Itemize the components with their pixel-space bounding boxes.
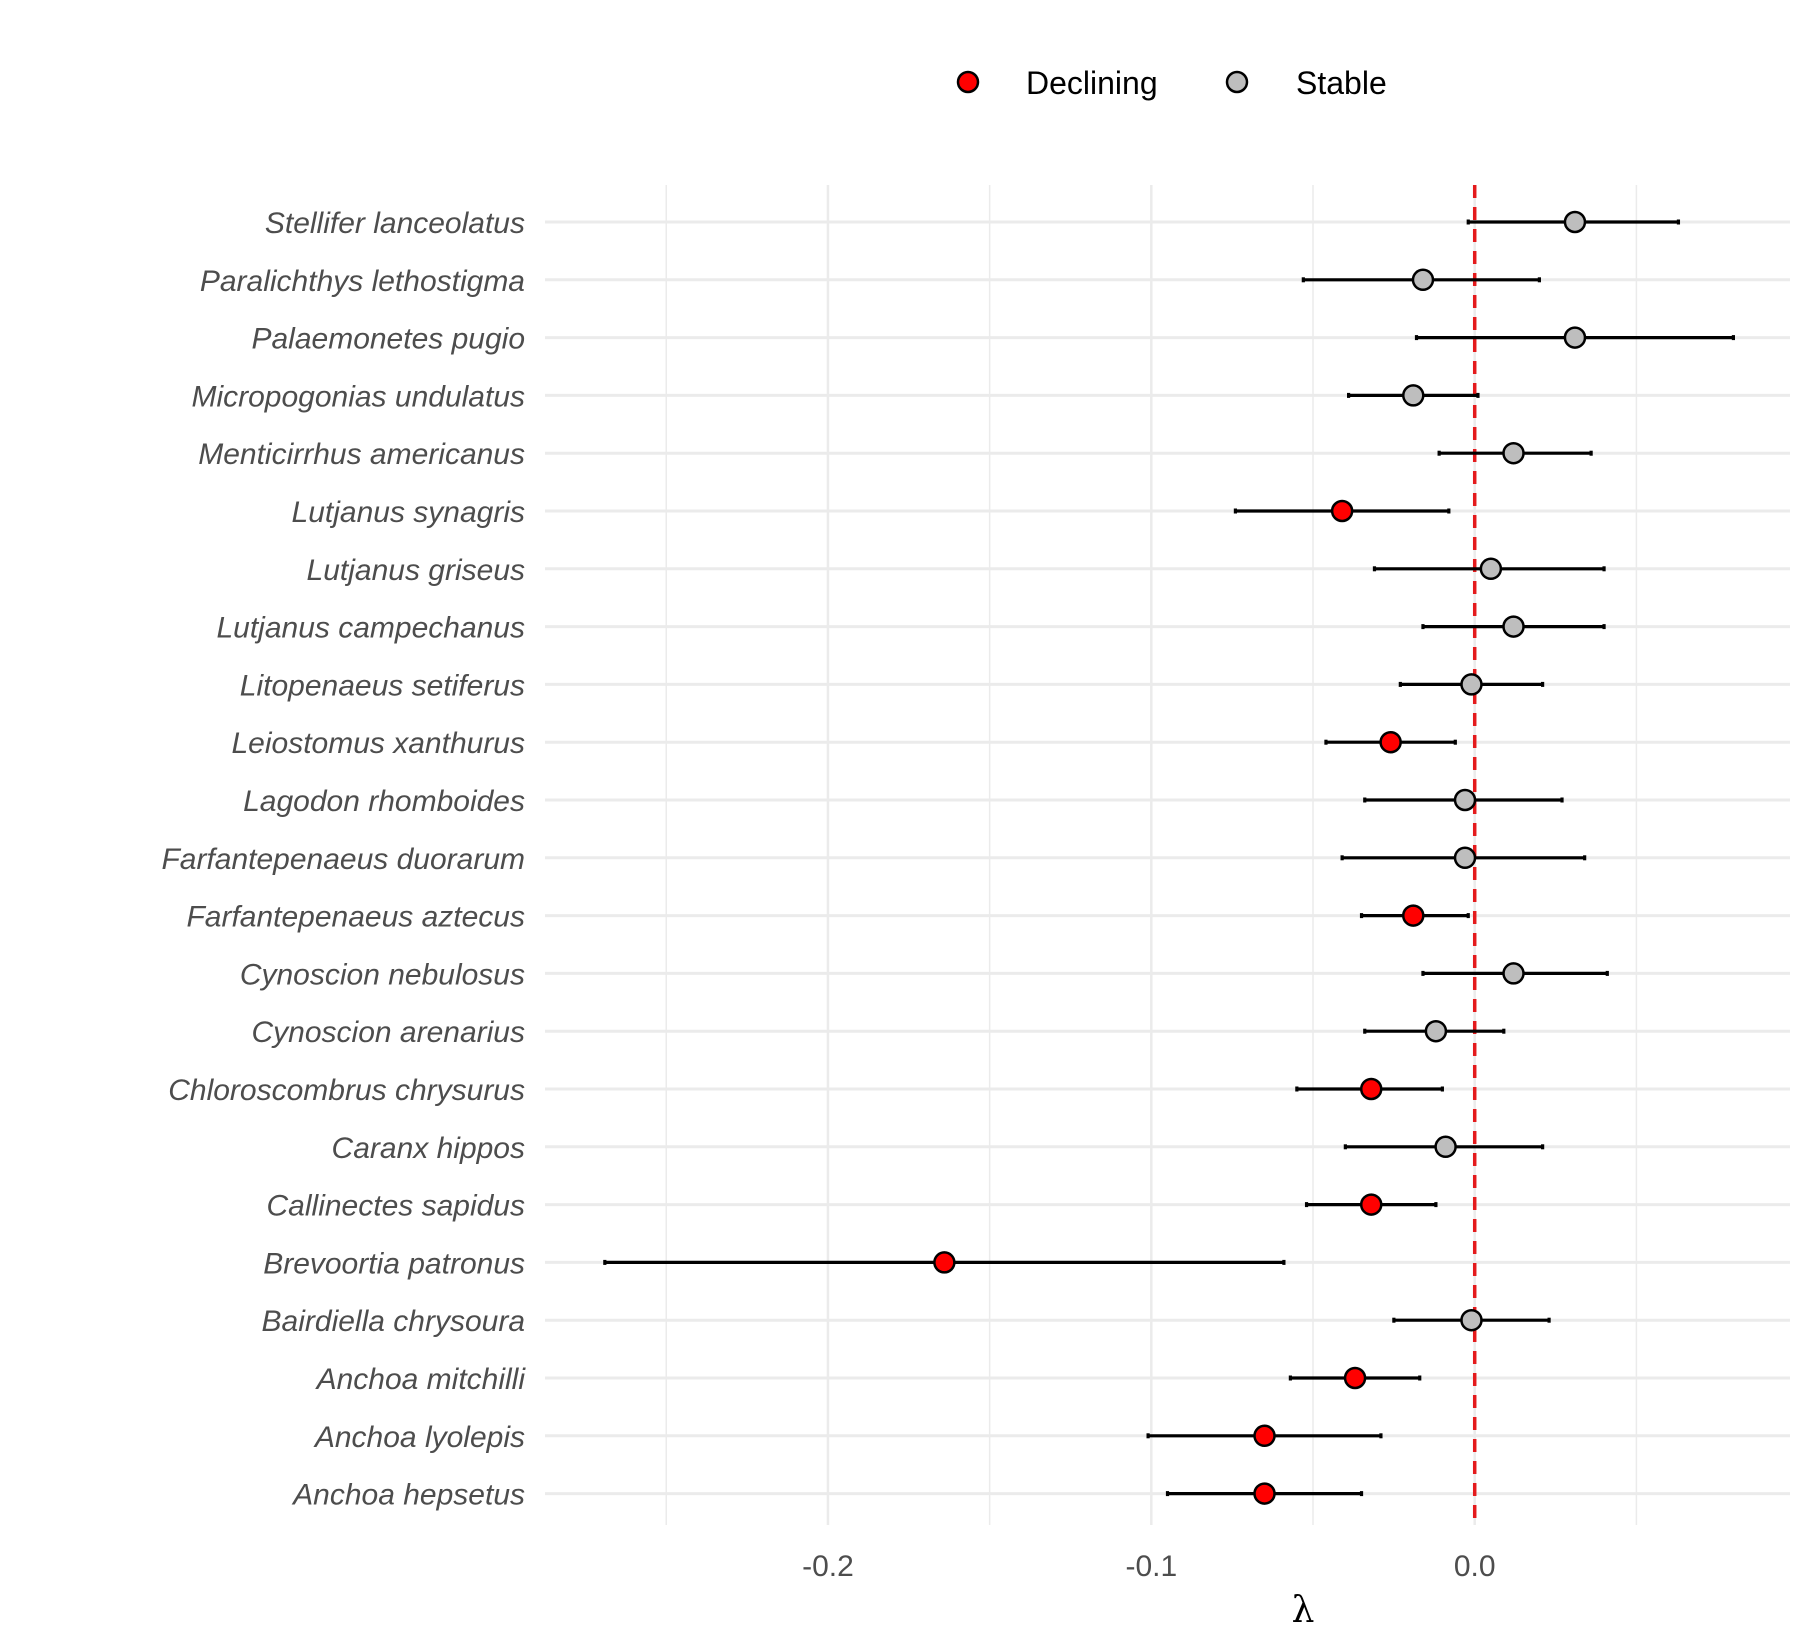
- y-tick-label-caranx-hippos: Caranx hippos: [332, 1132, 525, 1165]
- y-tick-label-lutjanus-campechanus: Lutjanus campechanus: [216, 612, 525, 645]
- point-palaemonetes-pugio: [1563, 326, 1587, 349]
- grid-minor: [665, 185, 1638, 1525]
- x-axis-tick-labels: -0.2 -0.1 0.0: [802, 1550, 1495, 1583]
- point-cynoscion-nebulosus: [1502, 962, 1525, 985]
- y-axis-tick-labels: Stellifer lanceolatus Paralichthys lethos…: [161, 207, 526, 1512]
- y-tick-label-cynoscion-arenarius: Cynoscion arenarius: [252, 1016, 525, 1049]
- legend: Declining Stable: [956, 65, 1387, 101]
- x-tick-label: -0.1: [1125, 1550, 1177, 1583]
- x-axis-title: λ: [1292, 1590, 1315, 1631]
- point-leiostomus-xanthurus: [1379, 730, 1402, 754]
- y-tick-label-litopenaeus-setiferus: Litopenaeus setiferus: [240, 669, 525, 702]
- y-tick-label-anchoa-lyolepis: Anchoa lyolepis: [313, 1421, 525, 1454]
- y-tick-label-lutjanus-griseus: Lutjanus griseus: [307, 554, 525, 587]
- y-tick-label-farfantepenaeus-duorarum: Farfantepenaeus duorarum: [161, 843, 525, 876]
- point-lagodon-rhomboides: [1453, 788, 1477, 812]
- y-tick-label-brevoortia-patronus: Brevoortia patronus: [263, 1247, 525, 1280]
- y-tick-label-menticirrhus-americanus: Menticirrhus americanus: [198, 438, 525, 471]
- point-lutjanus-campechanus: [1502, 615, 1525, 638]
- y-tick-label-lagodon-rhomboides: Lagodon rhomboides: [243, 785, 525, 818]
- y-tick-label-callinectes-sapidus: Callinectes sapidus: [267, 1190, 525, 1223]
- point-micropogonias-undulatus: [1402, 384, 1425, 407]
- y-tick-label-paralichthys-lethostigma: Paralichthys lethostigma: [200, 265, 525, 298]
- y-tick-label-anchoa-mitchilli: Anchoa mitchilli: [315, 1363, 527, 1396]
- point-farfantepenaeus-aztecus: [1402, 904, 1425, 927]
- y-tick-label-lutjanus-synagris: Lutjanus synagris: [292, 496, 525, 529]
- y-tick-label-cynoscion-nebulosus: Cynoscion nebulosus: [240, 958, 525, 991]
- point-chloroscombrus-chrysurus: [1359, 1077, 1383, 1101]
- points: [933, 210, 1587, 1505]
- point-anchoa-hepsetus: [1253, 1482, 1276, 1505]
- point-stellifer-lanceolatus: [1563, 210, 1587, 234]
- point-cynoscion-arenarius: [1424, 1019, 1448, 1043]
- x-tick-label: 0.0: [1454, 1550, 1496, 1583]
- legend-marker-declining: [956, 70, 980, 94]
- point-brevoortia-patronus: [933, 1251, 956, 1274]
- point-bairdiella-chrysoura: [1460, 1308, 1483, 1332]
- legend-marker-stable: [1225, 70, 1249, 94]
- point-menticirrhus-americanus: [1502, 441, 1525, 465]
- point-litopenaeus-setiferus: [1460, 673, 1483, 696]
- y-tick-label-bairdiella-chrysoura: Bairdiella chrysoura: [262, 1305, 525, 1338]
- legend-label-stable: Stable: [1296, 65, 1387, 101]
- y-tick-label-farfantepenaeus-aztecus: Farfantepenaeus aztecus: [186, 901, 525, 934]
- point-farfantepenaeus-duorarum: [1453, 846, 1477, 870]
- point-lutjanus-griseus: [1479, 557, 1503, 581]
- y-tick-label-stellifer-lanceolatus: Stellifer lanceolatus: [265, 207, 525, 240]
- y-tick-label-palaemonetes-pugio: Palaemonetes pugio: [251, 323, 525, 356]
- point-lutjanus-synagris: [1330, 499, 1354, 523]
- y-tick-label-anchoa-hepsetus: Anchoa hepsetus: [291, 1479, 525, 1512]
- point-paralichthys-lethostigma: [1411, 268, 1435, 292]
- x-tick-label: -0.2: [802, 1550, 854, 1583]
- point-callinectes-sapidus: [1359, 1193, 1383, 1216]
- legend-label-declining: Declining: [1026, 65, 1158, 101]
- point-anchoa-lyolepis: [1253, 1424, 1276, 1448]
- y-tick-label-leiostomus-xanthurus: Leiostomus xanthurus: [232, 727, 526, 760]
- y-tick-label-micropogonias-undulatus: Micropogonias undulatus: [191, 380, 525, 413]
- point-anchoa-mitchilli: [1343, 1366, 1367, 1390]
- point-caranx-hippos: [1434, 1135, 1457, 1159]
- y-tick-label-chloroscombrus-chrysurus: Chloroscombrus chrysurus: [168, 1074, 525, 1107]
